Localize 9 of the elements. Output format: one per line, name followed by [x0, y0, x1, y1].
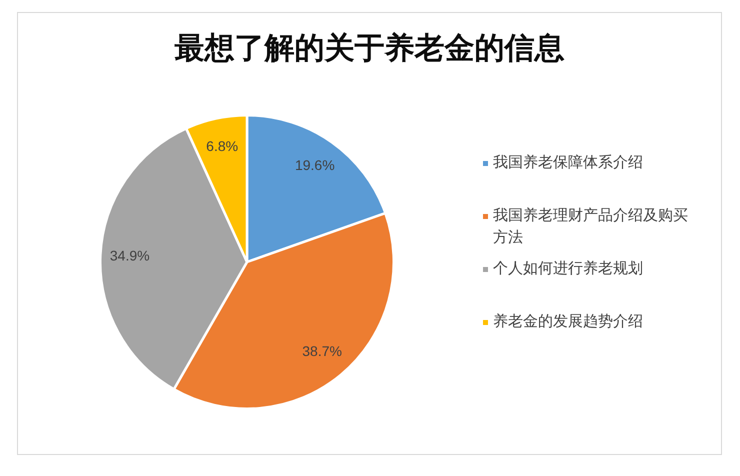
data-label: 34.9% — [110, 247, 150, 264]
legend-label: 我国养老理财产品介绍及购买方法 — [493, 206, 689, 248]
data-label: 6.8% — [206, 138, 238, 154]
legend-label: 养老金的发展趋势介绍 — [493, 312, 643, 332]
legend-label: 我国养老保障体系介绍 — [493, 153, 643, 173]
data-label: 38.7% — [302, 343, 342, 360]
data-label: 19.6% — [294, 157, 335, 174]
chart-title: 最想了解的关于养老金的信息 — [174, 31, 566, 67]
legend-label: 个人如何进行养老规划 — [493, 259, 643, 279]
